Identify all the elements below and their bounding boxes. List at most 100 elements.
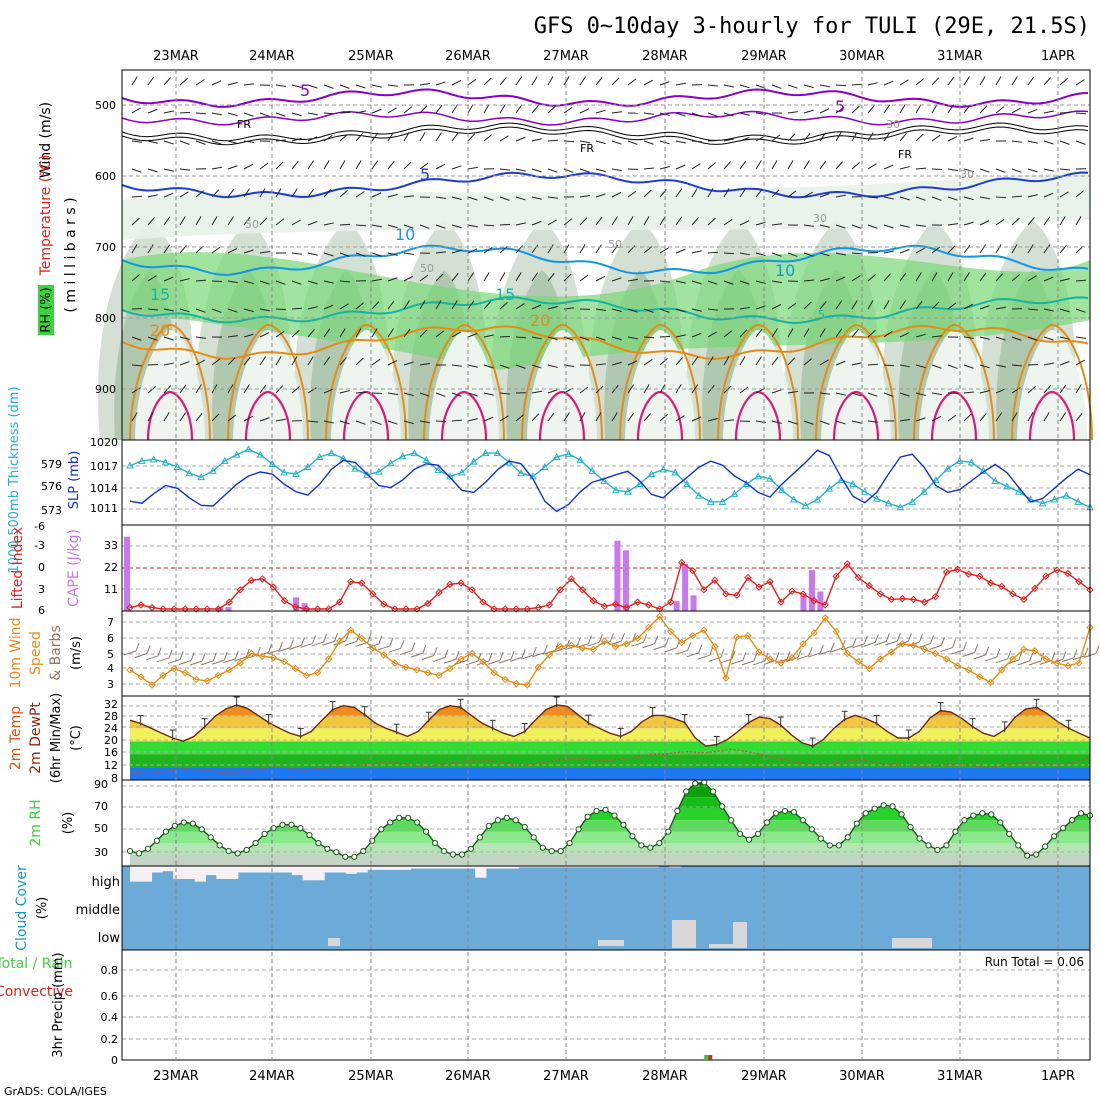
wind-barb — [180, 112, 190, 113]
li-tick-label: 3 — [38, 583, 45, 596]
high-cloud-bar — [357, 866, 368, 873]
contour-label: 15 — [150, 285, 170, 304]
temperature-axis-label: Temperature (°C) — [38, 155, 54, 277]
wind-barb — [276, 309, 286, 310]
wind-barb-10m — [644, 634, 647, 642]
low-cloud-bar — [709, 944, 735, 948]
wind-barb-10m — [423, 645, 426, 653]
wind-barb-10m — [953, 640, 956, 648]
temp-unit-label: (°C) — [69, 725, 84, 751]
contour-label: 50 — [245, 218, 259, 231]
rh-series-point — [450, 852, 455, 857]
wind-barb-10m — [180, 651, 183, 659]
wind-barb-10m — [831, 643, 834, 651]
wind-barb-10m — [302, 637, 305, 645]
rh-series-point — [666, 829, 671, 834]
cape-bar — [614, 541, 620, 611]
wind-barb — [436, 421, 446, 422]
rh-series-point — [809, 827, 814, 832]
date-label-bottom: 27MAR — [543, 1069, 589, 1084]
cape-axis-label: CAPE (J/kg) — [66, 529, 82, 607]
rh-series-point — [926, 843, 931, 848]
rh-series-point — [1016, 843, 1021, 848]
cloud-level-label: high — [92, 875, 120, 890]
contour-label: 5 — [818, 308, 825, 321]
high-cloud-bar — [141, 866, 152, 882]
date-label-bottom: 23MAR — [153, 1069, 199, 1084]
date-label-bottom: 24MAR — [249, 1069, 295, 1084]
wind-barb-10m — [930, 635, 933, 643]
precip-tick-label: 0.2 — [101, 1033, 119, 1046]
high-cloud-bar — [216, 866, 227, 879]
wind-barb-10m — [434, 648, 437, 656]
wind-barb-10m — [742, 661, 754, 665]
high-cloud-bar — [335, 866, 346, 873]
li-tick-label: 6 — [38, 604, 45, 617]
wind-barb-10m — [313, 635, 316, 643]
wind-barb-10m — [985, 657, 997, 661]
wind-tick-label: 7 — [107, 616, 114, 629]
contour-label: 20 — [530, 311, 550, 330]
wind-barb-10m — [643, 644, 655, 648]
cloud-bg — [122, 866, 1090, 950]
wind-barb-10m — [345, 641, 357, 645]
rh-series-point — [791, 810, 796, 815]
slp-series — [130, 450, 1090, 511]
chart-title: GFS 0~10day 3-hourly for TULI (29E, 21.5… — [534, 14, 1090, 39]
wind-barb-10m — [622, 633, 625, 641]
rh-series-point — [998, 820, 1003, 825]
rh-series-point — [190, 821, 195, 826]
date-label-bottom: 31MAR — [937, 1069, 983, 1084]
rh-series-point — [746, 837, 751, 842]
wind-barb-10m — [179, 660, 191, 664]
rh-series-point — [836, 843, 841, 848]
wind-barb-10m — [511, 651, 514, 659]
wind-barb-10m — [422, 656, 434, 660]
rh-series-point — [459, 852, 464, 857]
rh-series-point — [325, 846, 330, 851]
high-cloud-bar — [324, 866, 335, 873]
wind-barb-10m — [964, 642, 967, 650]
rh-series-point — [262, 831, 267, 836]
rh-series-point — [226, 848, 231, 853]
wind-barb-10m — [168, 659, 180, 663]
wind-barb-10m — [941, 648, 953, 652]
wind-barb-10m — [731, 660, 743, 664]
rh-series-point — [432, 840, 437, 845]
low-cloud-bar — [598, 940, 624, 946]
rh-series-point — [468, 846, 473, 851]
date-label-bottom: 28MAR — [642, 1069, 688, 1084]
rh-series-point — [388, 820, 393, 825]
date-label-top: 28MAR — [642, 49, 688, 64]
wind10-barbs-label: & Barbs — [48, 625, 64, 681]
precip-axis-label: 3hr Precip (mm) — [51, 952, 66, 1057]
high-cloud-bar — [130, 866, 141, 882]
rh-series-point — [486, 823, 491, 828]
rh-series-point — [522, 824, 527, 829]
low-cloud-bar — [733, 922, 747, 948]
rh-series-point — [154, 838, 159, 843]
temp-band — [122, 728, 1090, 741]
date-label-bottom: 30MAR — [839, 1069, 885, 1084]
contour-label: 20 — [150, 321, 170, 340]
rh-series-point — [199, 827, 204, 832]
wind-barb-10m — [885, 641, 897, 645]
contour-label: 5 — [835, 97, 845, 116]
cape-bar — [809, 570, 815, 611]
temp-bands — [122, 690, 1090, 780]
rh-series-point — [603, 807, 608, 812]
cape-tick-label: 11 — [104, 583, 118, 596]
wind-barb-10m — [610, 633, 613, 641]
temp-minmax-label: (6hr Min/Max) — [49, 693, 64, 783]
wind-barb-10m — [1018, 661, 1030, 665]
precip-tick-label: 0.6 — [101, 990, 119, 1003]
wind-barb — [724, 253, 734, 254]
rh2m-unit-label: (%) — [61, 812, 76, 835]
wind-barb-10m — [201, 661, 213, 665]
rh-series-point — [971, 813, 976, 818]
wind-tick-label: 3 — [107, 678, 114, 691]
rh-series-point — [737, 831, 742, 836]
rh-series-point — [818, 836, 823, 841]
